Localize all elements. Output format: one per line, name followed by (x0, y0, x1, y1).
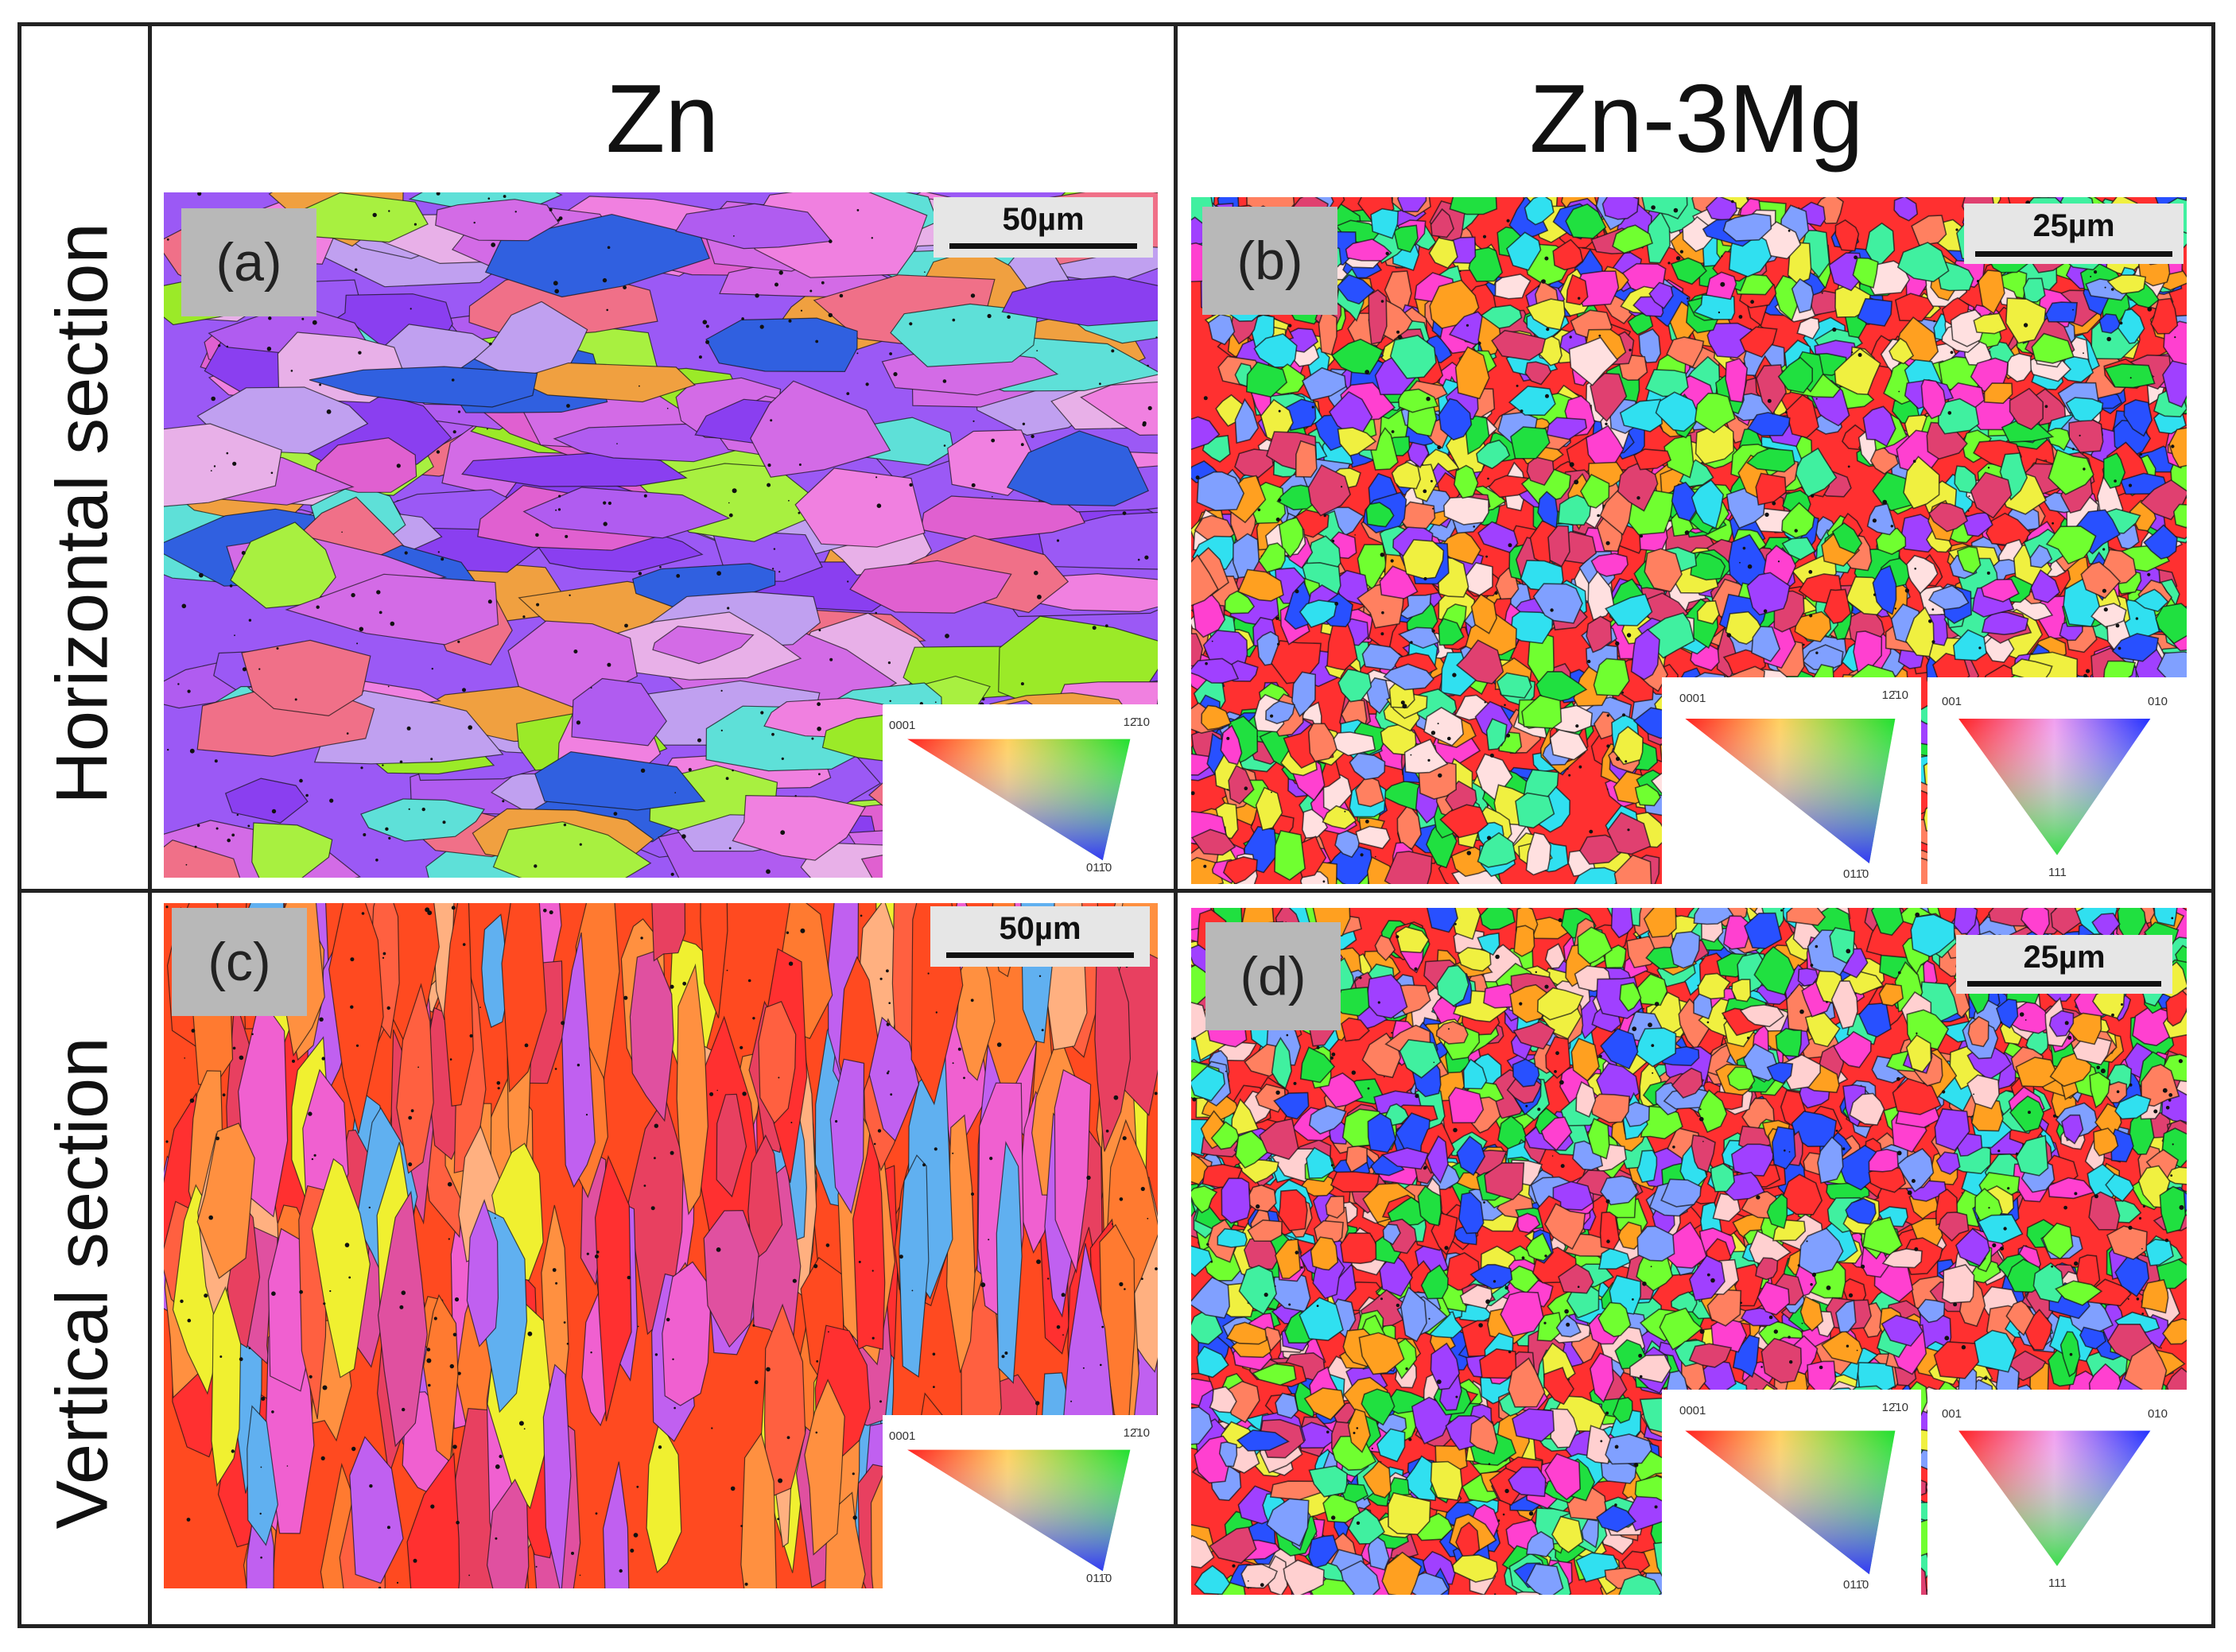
key-label-0110-c: 011̄0 (1086, 1572, 1112, 1585)
key-label-1210-b: 12̄10 (1881, 688, 1908, 702)
ebsd-map-zn-horizontal: (a) 50µm 0001 12̄10 011̄0 (164, 192, 1158, 878)
scale-bar-a: 50µm (934, 197, 1153, 258)
scale-label-b: 25µm (2032, 208, 2115, 243)
hcp-ipf-triangle-d (1685, 1430, 1896, 1575)
row-title-horizontal-text: Horizontal section (41, 223, 123, 805)
ebsd-map-zn3mg-horizontal: (b) 25µm 0001 12̄10 011̄0 001 010 111 (1191, 197, 2187, 884)
key-label-111-b: 111 (2048, 866, 2067, 879)
key-label-010-b: 010 (2147, 695, 2168, 708)
hcp-color-key-a: 0001 12̄10 011̄0 (883, 704, 1158, 878)
row-header-divider (148, 22, 152, 1628)
panel-label-c: (c) (172, 908, 307, 1016)
scale-label-a: 50µm (1002, 202, 1085, 237)
column-title-zn-3mg: Zn-3Mg (1529, 64, 1864, 173)
panel-label-b: (b) (1202, 207, 1337, 315)
key-label-0110-b: 011̄0 (1843, 867, 1869, 881)
scale-bar-c: 50µm (930, 906, 1150, 967)
hcp-ipf-triangle-b (1685, 719, 1896, 863)
panel-label-d: (d) (1205, 922, 1341, 1030)
row-title-vertical-text: Vertical section (41, 1037, 123, 1530)
figure-frame (17, 22, 2215, 1628)
scale-bar-b: 25µm (1964, 204, 2184, 264)
column-title-zn: Zn (605, 64, 720, 173)
cubic-ipf-triangle-d (1958, 1430, 2151, 1566)
key-label-010-d: 010 (2147, 1407, 2168, 1421)
key-label-0001-d: 0001 (1679, 1404, 1706, 1417)
scale-label-c: 50µm (999, 911, 1081, 946)
key-label-0001-c: 0001 (889, 1429, 916, 1443)
column-divider (1174, 22, 1178, 1628)
ebsd-map-zn3mg-vertical: (d) 25µm 0001 12̄10 011̄0 001 010 111 (1191, 908, 2187, 1595)
hcp-color-key-c: 0001 12̄10 011̄0 (883, 1415, 1158, 1588)
hcp-color-key-d: 0001 12̄10 011̄0 (1662, 1390, 1921, 1595)
key-label-001-b: 001 (1942, 695, 1962, 708)
hcp-color-key-b: 0001 12̄10 011̄0 (1662, 677, 1921, 884)
key-label-001-d: 001 (1942, 1407, 1962, 1421)
key-label-1210-a: 12̄10 (1123, 715, 1150, 729)
key-label-1210-d: 12̄10 (1881, 1401, 1908, 1414)
hcp-ipf-triangle-a (907, 739, 1131, 861)
cubic-color-key-d: 001 010 111 (1927, 1390, 2187, 1595)
scale-bar-d: 25µm (1956, 935, 2172, 994)
hcp-ipf-triangle-c (907, 1449, 1131, 1572)
scale-label-d: 25µm (2023, 940, 2106, 975)
key-label-111-d: 111 (2048, 1576, 2067, 1590)
key-label-0110-d: 011̄0 (1843, 1578, 1869, 1592)
panel-label-a: (a) (181, 208, 316, 316)
row-divider (17, 889, 2215, 893)
key-label-1210-c: 12̄10 (1123, 1426, 1150, 1440)
key-label-0001-a: 0001 (889, 719, 916, 732)
ebsd-map-zn-vertical: (c) 50µm 0001 12̄10 011̄0 (164, 903, 1158, 1588)
cubic-ipf-triangle-b (1958, 719, 2151, 855)
key-label-0001-b: 0001 (1679, 692, 1706, 705)
key-label-0110-a: 011̄0 (1086, 861, 1112, 874)
cubic-color-key-b: 001 010 111 (1927, 677, 2187, 884)
